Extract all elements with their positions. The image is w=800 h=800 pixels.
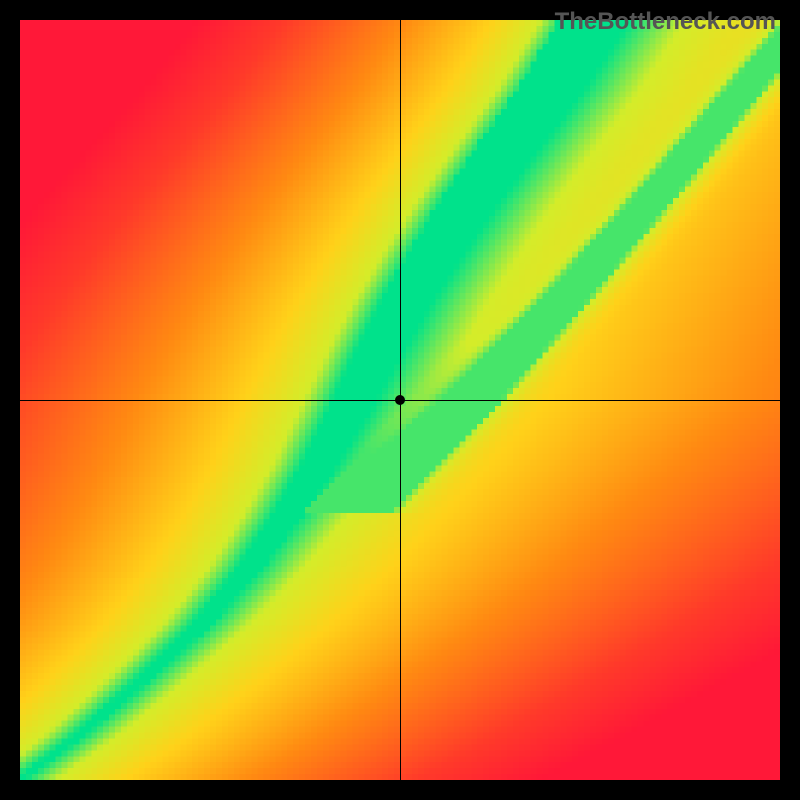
crosshair-point [395, 395, 405, 405]
chart-container: { "chart": { "type": "heatmap", "canvas_… [0, 0, 800, 800]
watermark-text: TheBottleneck.com [555, 8, 776, 36]
